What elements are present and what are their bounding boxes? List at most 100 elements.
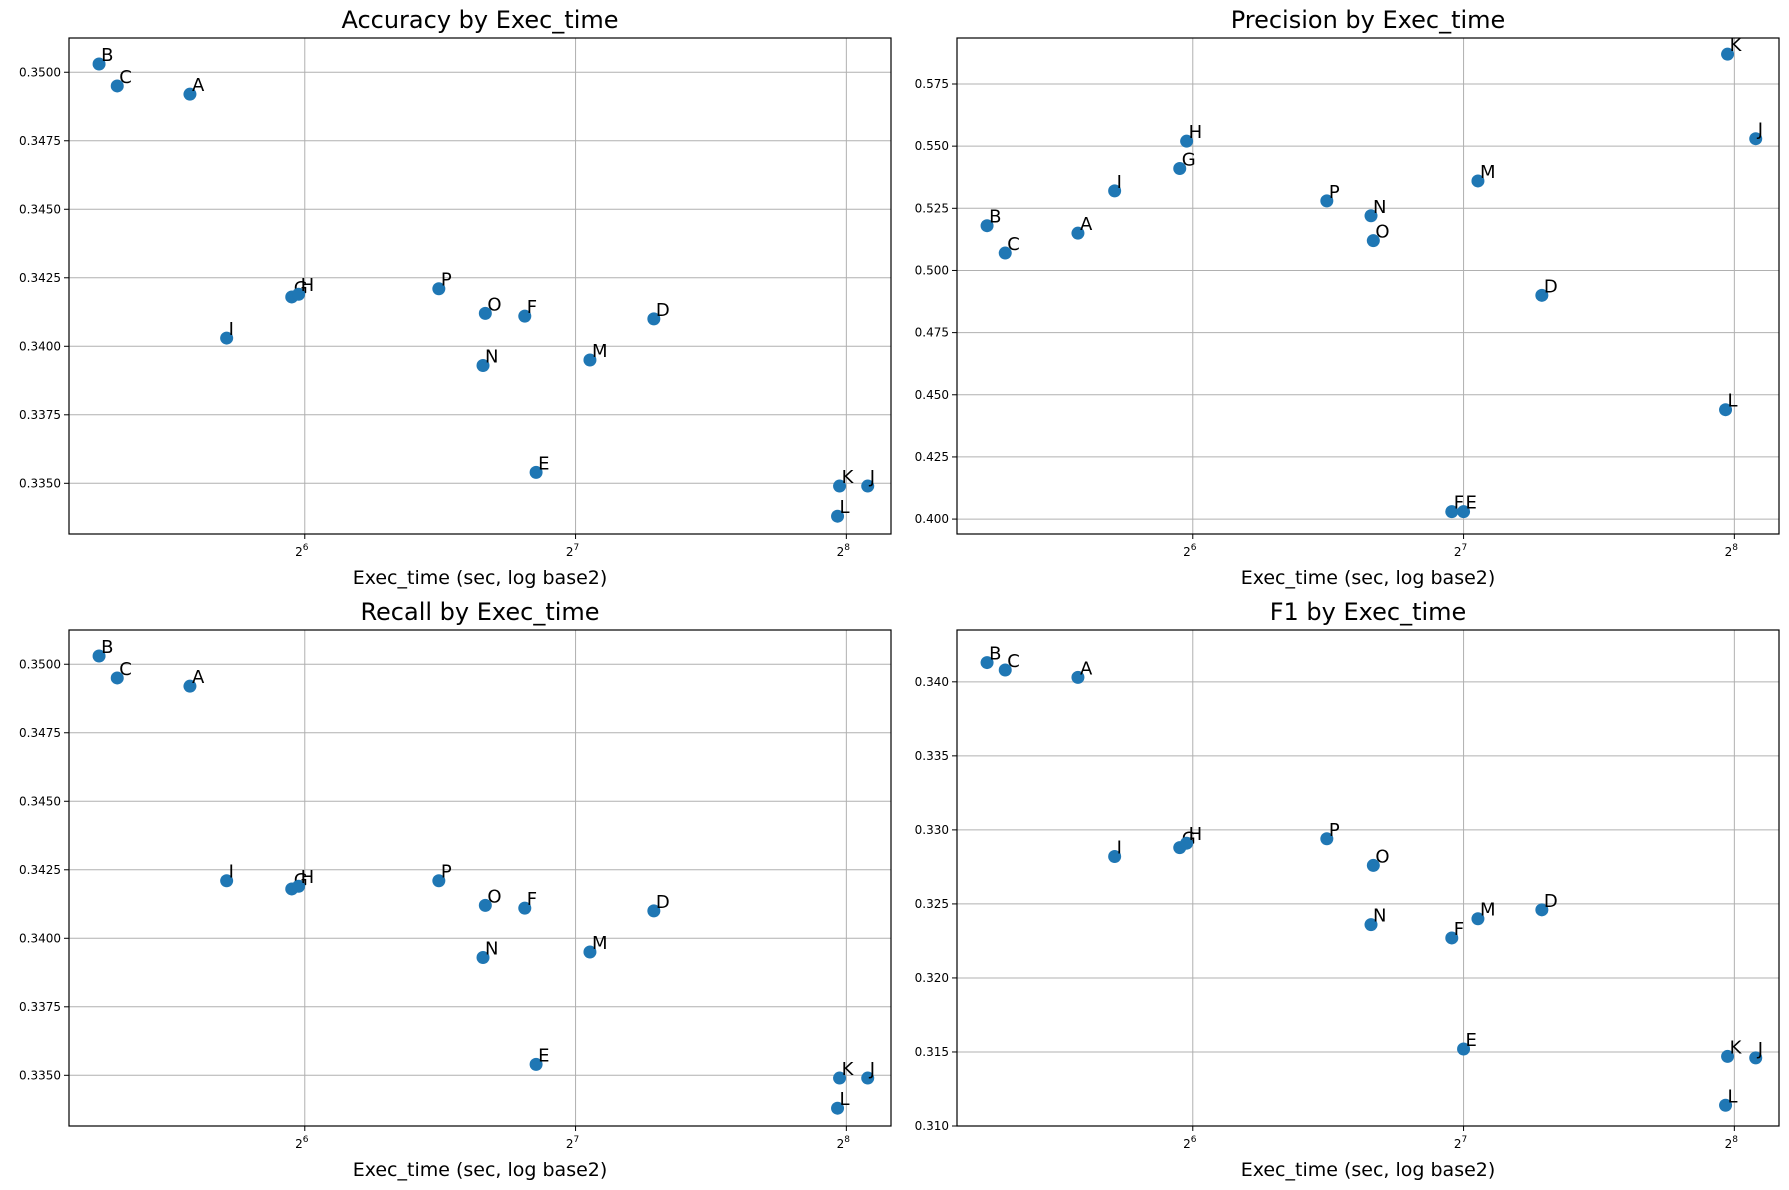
data-point-P bbox=[1320, 194, 1334, 208]
data-point-C bbox=[110, 79, 124, 93]
y-tick-label: 0.3425 bbox=[19, 271, 61, 285]
axes-frame bbox=[68, 629, 892, 1127]
point-label: E bbox=[538, 453, 549, 474]
point-label: C bbox=[1007, 651, 1020, 672]
data-point-P bbox=[432, 874, 446, 888]
data-point-P bbox=[1320, 832, 1334, 846]
y-tick-label: 0.3450 bbox=[19, 202, 61, 216]
point-label: J bbox=[869, 467, 875, 488]
data-point-L bbox=[831, 509, 845, 523]
data-point-N bbox=[476, 358, 490, 372]
chart-title: F1 by Exec_time bbox=[1270, 598, 1467, 626]
x-tick-label: 28 bbox=[1725, 543, 1739, 559]
data-point-J bbox=[861, 479, 875, 493]
data-point-K bbox=[1721, 1049, 1735, 1063]
point-label: O bbox=[487, 294, 501, 315]
point-label: F bbox=[1454, 493, 1464, 514]
y-tick-label: 0.550 bbox=[915, 139, 949, 153]
data-point-C bbox=[998, 663, 1012, 677]
data-point-M bbox=[1471, 174, 1485, 188]
y-tick-label: 0.450 bbox=[915, 388, 949, 402]
point-label: C bbox=[119, 67, 132, 88]
chart-title: Precision by Exec_time bbox=[1231, 6, 1506, 34]
point-label: H bbox=[1189, 122, 1203, 143]
x-axis-label: Exec_time (sec, log base2) bbox=[1241, 1159, 1496, 1181]
point-label: N bbox=[485, 938, 498, 959]
data-point-L bbox=[1719, 403, 1733, 417]
y-tick-label: 0.475 bbox=[915, 326, 949, 340]
y-tick-label: 0.525 bbox=[915, 201, 949, 215]
y-tick-label: 0.425 bbox=[915, 450, 949, 464]
point-label: I bbox=[1117, 838, 1122, 859]
y-tick-label: 0.340 bbox=[915, 675, 949, 689]
data-point-M bbox=[583, 353, 597, 367]
point-label: O bbox=[487, 886, 501, 907]
point-label: A bbox=[1080, 658, 1093, 679]
y-tick-label: 0.3500 bbox=[19, 65, 61, 79]
data-point-O bbox=[1366, 858, 1380, 872]
x-tick-label: 28 bbox=[1725, 1135, 1739, 1151]
data-point-F bbox=[518, 901, 532, 915]
data-point-K bbox=[833, 1071, 847, 1085]
point-label: J bbox=[869, 1059, 875, 1080]
point-label: L bbox=[1728, 391, 1738, 412]
point-label: E bbox=[1466, 1030, 1477, 1051]
point-label: L bbox=[840, 1089, 850, 1110]
point-label: H bbox=[301, 867, 315, 888]
x-tick-label: 27 bbox=[1454, 543, 1467, 559]
data-point-O bbox=[478, 898, 492, 912]
y-tick-label: 0.325 bbox=[915, 897, 949, 911]
panel-f1: 0.310 0.315 0.320 0.325 0.330 0.335 0.340 26 27 2… bbox=[915, 598, 1780, 1181]
y-tick-label: 0.3400 bbox=[19, 931, 61, 945]
y-tick-label: 0.3350 bbox=[19, 476, 61, 490]
y-tick-label: 0.3475 bbox=[19, 726, 61, 740]
data-point-B bbox=[92, 57, 106, 71]
data-point-M bbox=[583, 945, 597, 959]
data-point-J bbox=[861, 1071, 875, 1085]
point-label: N bbox=[1373, 197, 1386, 218]
point-label: D bbox=[1544, 276, 1558, 297]
x-tick-label: 26 bbox=[295, 543, 309, 559]
y-tick-label: 0.3475 bbox=[19, 134, 61, 148]
point-label: M bbox=[1480, 900, 1496, 921]
point-label: C bbox=[1007, 234, 1020, 255]
data-point-D bbox=[1535, 903, 1549, 917]
axes-frame bbox=[956, 37, 1780, 535]
point-label: F bbox=[1454, 919, 1464, 940]
y-tick-label: 0.3375 bbox=[19, 408, 61, 422]
data-point-E bbox=[1457, 1042, 1471, 1056]
x-tick-label: 26 bbox=[295, 1135, 309, 1151]
data-point-G bbox=[1173, 162, 1187, 176]
panel-accuracy: 0.3350 0.3375 0.3400 0.3425 0.3450 0.3475 0.35… bbox=[19, 6, 892, 589]
data-point-I bbox=[1108, 184, 1122, 198]
data-point-F bbox=[1445, 931, 1459, 945]
data-point-B bbox=[980, 656, 994, 670]
y-tick-label: 0.330 bbox=[915, 823, 949, 837]
point-label: D bbox=[1544, 891, 1558, 912]
x-axis-label: Exec_time (sec, log base2) bbox=[1241, 567, 1496, 589]
data-point-A bbox=[1071, 226, 1085, 240]
point-label: M bbox=[592, 341, 608, 362]
point-label: M bbox=[592, 933, 608, 954]
data-point-C bbox=[110, 671, 124, 685]
data-point-I bbox=[220, 331, 234, 345]
point-label: N bbox=[485, 346, 498, 367]
x-tick-label: 27 bbox=[566, 1135, 579, 1151]
y-tick-label: 0.400 bbox=[915, 512, 949, 526]
panel-precision: 0.400 0.425 0.450 0.475 0.500 0.525 0.550 0.575… bbox=[915, 6, 1780, 589]
y-tick-label: 0.3375 bbox=[19, 1000, 61, 1014]
point-label: M bbox=[1480, 162, 1496, 183]
point-label: G bbox=[1182, 150, 1196, 171]
data-point-O bbox=[1366, 234, 1380, 248]
data-point-I bbox=[1108, 850, 1122, 864]
data-point-H bbox=[1180, 836, 1194, 850]
data-point-L bbox=[831, 1101, 845, 1115]
chart-title: Recall by Exec_time bbox=[360, 598, 599, 626]
data-point-E bbox=[529, 465, 543, 479]
point-label: E bbox=[1466, 493, 1477, 514]
point-label: A bbox=[192, 75, 205, 96]
x-tick-label: 28 bbox=[837, 543, 851, 559]
y-tick-label: 0.320 bbox=[915, 971, 949, 985]
point-label: B bbox=[101, 637, 113, 658]
